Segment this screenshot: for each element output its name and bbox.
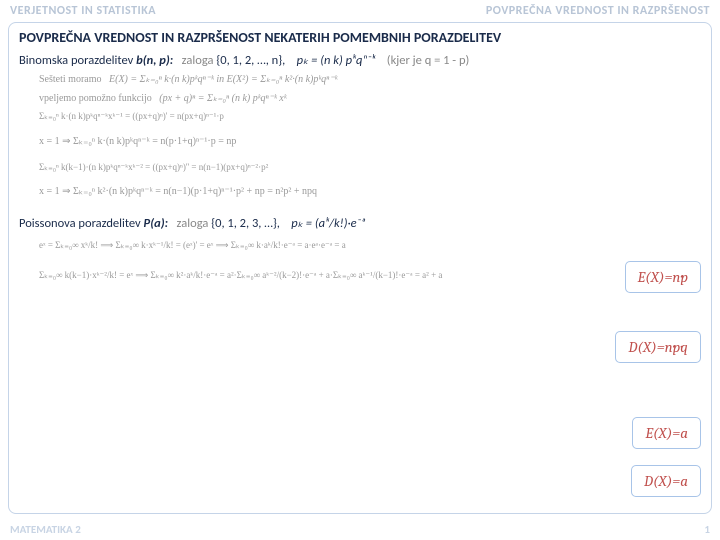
- main-panel: POVPREČNA VREDNOST IN RAZPRŠENOST NEKATE…: [8, 22, 712, 514]
- bin-line1: Sešteti moramo E(X) = Σₖ₌₀ⁿ k·(n k)pᵏqⁿ⁻…: [39, 72, 701, 87]
- section-title: POVPREČNA VREDNOST IN RAZPRŠENOST NEKATE…: [19, 29, 701, 46]
- bin-line2-f: (px + q)ⁿ = Σₖ₌₀ⁿ (n k) pᵏqⁿ⁻ᵏ xᵏ: [159, 93, 286, 104]
- poisson-set: {0, 1, 2, 3, …},: [211, 216, 280, 231]
- result-ex-poisson: E(X)=a: [632, 417, 701, 449]
- header-right: POVPREČNA VREDNOST IN RAZPRŠENOST: [486, 4, 710, 18]
- bin-line5: Σₖ₌₀ⁿ k(k−1)·(n k)pᵏqⁿ⁻ᵏxᵏ⁻² = ((px+q)ⁿ)…: [39, 161, 701, 175]
- bin-line1-f: E(X) = Σₖ₌₀ⁿ k·(n k)pᵏqⁿ⁻ᵏ in E(X²) = Σₖ…: [109, 74, 337, 85]
- result-dx-binomial: D(X)=n·p·q: [615, 331, 701, 363]
- poisson-label: Poissonova porazdelitev: [19, 216, 141, 231]
- binomial-params: b(n, p):: [136, 53, 173, 68]
- poisson-params: P(a):: [144, 216, 169, 231]
- poisson-zaloga: zaloga: [177, 216, 209, 231]
- footer-left: MATEMATIKA 2: [10, 523, 81, 536]
- result-dx-poisson: D(X)=a: [631, 465, 701, 497]
- bin-line4: x = 1 ⇒ Σₖ₌₀ⁿ k·(n k)pᵏqⁿ⁻ᵏ = n(p·1+q)ⁿ⁻…: [39, 134, 701, 149]
- binomial-set: {0, 1, 2, …, n},: [216, 53, 285, 68]
- bin-line1-label: Sešteti moramo: [39, 74, 102, 85]
- header-left: VERJETNOST IN STATISTIKA: [10, 4, 156, 18]
- bin-line2: vpeljemo pomožno funkcijo (px + q)ⁿ = Σₖ…: [39, 91, 701, 106]
- bin-line6: x = 1 ⇒ Σₖ₌₀ⁿ k²·(n k)pᵏqⁿ⁻ᵏ = n(n−1)(p·…: [39, 184, 701, 199]
- binomial-header: Binomska porazdelitev b(n, p): zaloga {0…: [19, 52, 701, 68]
- footer-page: 1: [704, 523, 710, 536]
- binomial-label: Binomska porazdelitev: [19, 53, 133, 68]
- bin-line3: Σₖ₌₀ⁿ k·(n k)pᵏqⁿ⁻ᵏxᵏ⁻¹ = ((px+q)ⁿ)' = n…: [39, 110, 701, 124]
- poisson-pk: pₖ = (aᵏ/k!)·e⁻ᵃ: [291, 216, 365, 231]
- poi-line1: eˣ = Σₖ₌₀∞ xᵏ/k! ⟹ Σₖ₌₀∞ k·xᵏ⁻¹/k! = (eˣ…: [39, 239, 701, 253]
- poi-line2: Σₖ₌₀∞ k(k−1)·xᵏ⁻²/k! = eˣ ⟹ Σₖ₌₀∞ k²·aᵏ/…: [39, 269, 701, 283]
- binomial-pk: pₖ = (n k) pᵏqⁿ⁻ᵏ: [297, 53, 376, 68]
- bin-line2-label: vpeljemo pomožno funkcijo: [39, 93, 152, 104]
- poisson-header: Poissonova porazdelitev P(a): zaloga {0,…: [19, 215, 701, 231]
- binomial-zaloga: zaloga: [182, 53, 214, 68]
- result-ex-binomial: E(X)=n·p: [625, 261, 701, 293]
- binomial-note: (kjer je q = 1 - p): [387, 53, 470, 68]
